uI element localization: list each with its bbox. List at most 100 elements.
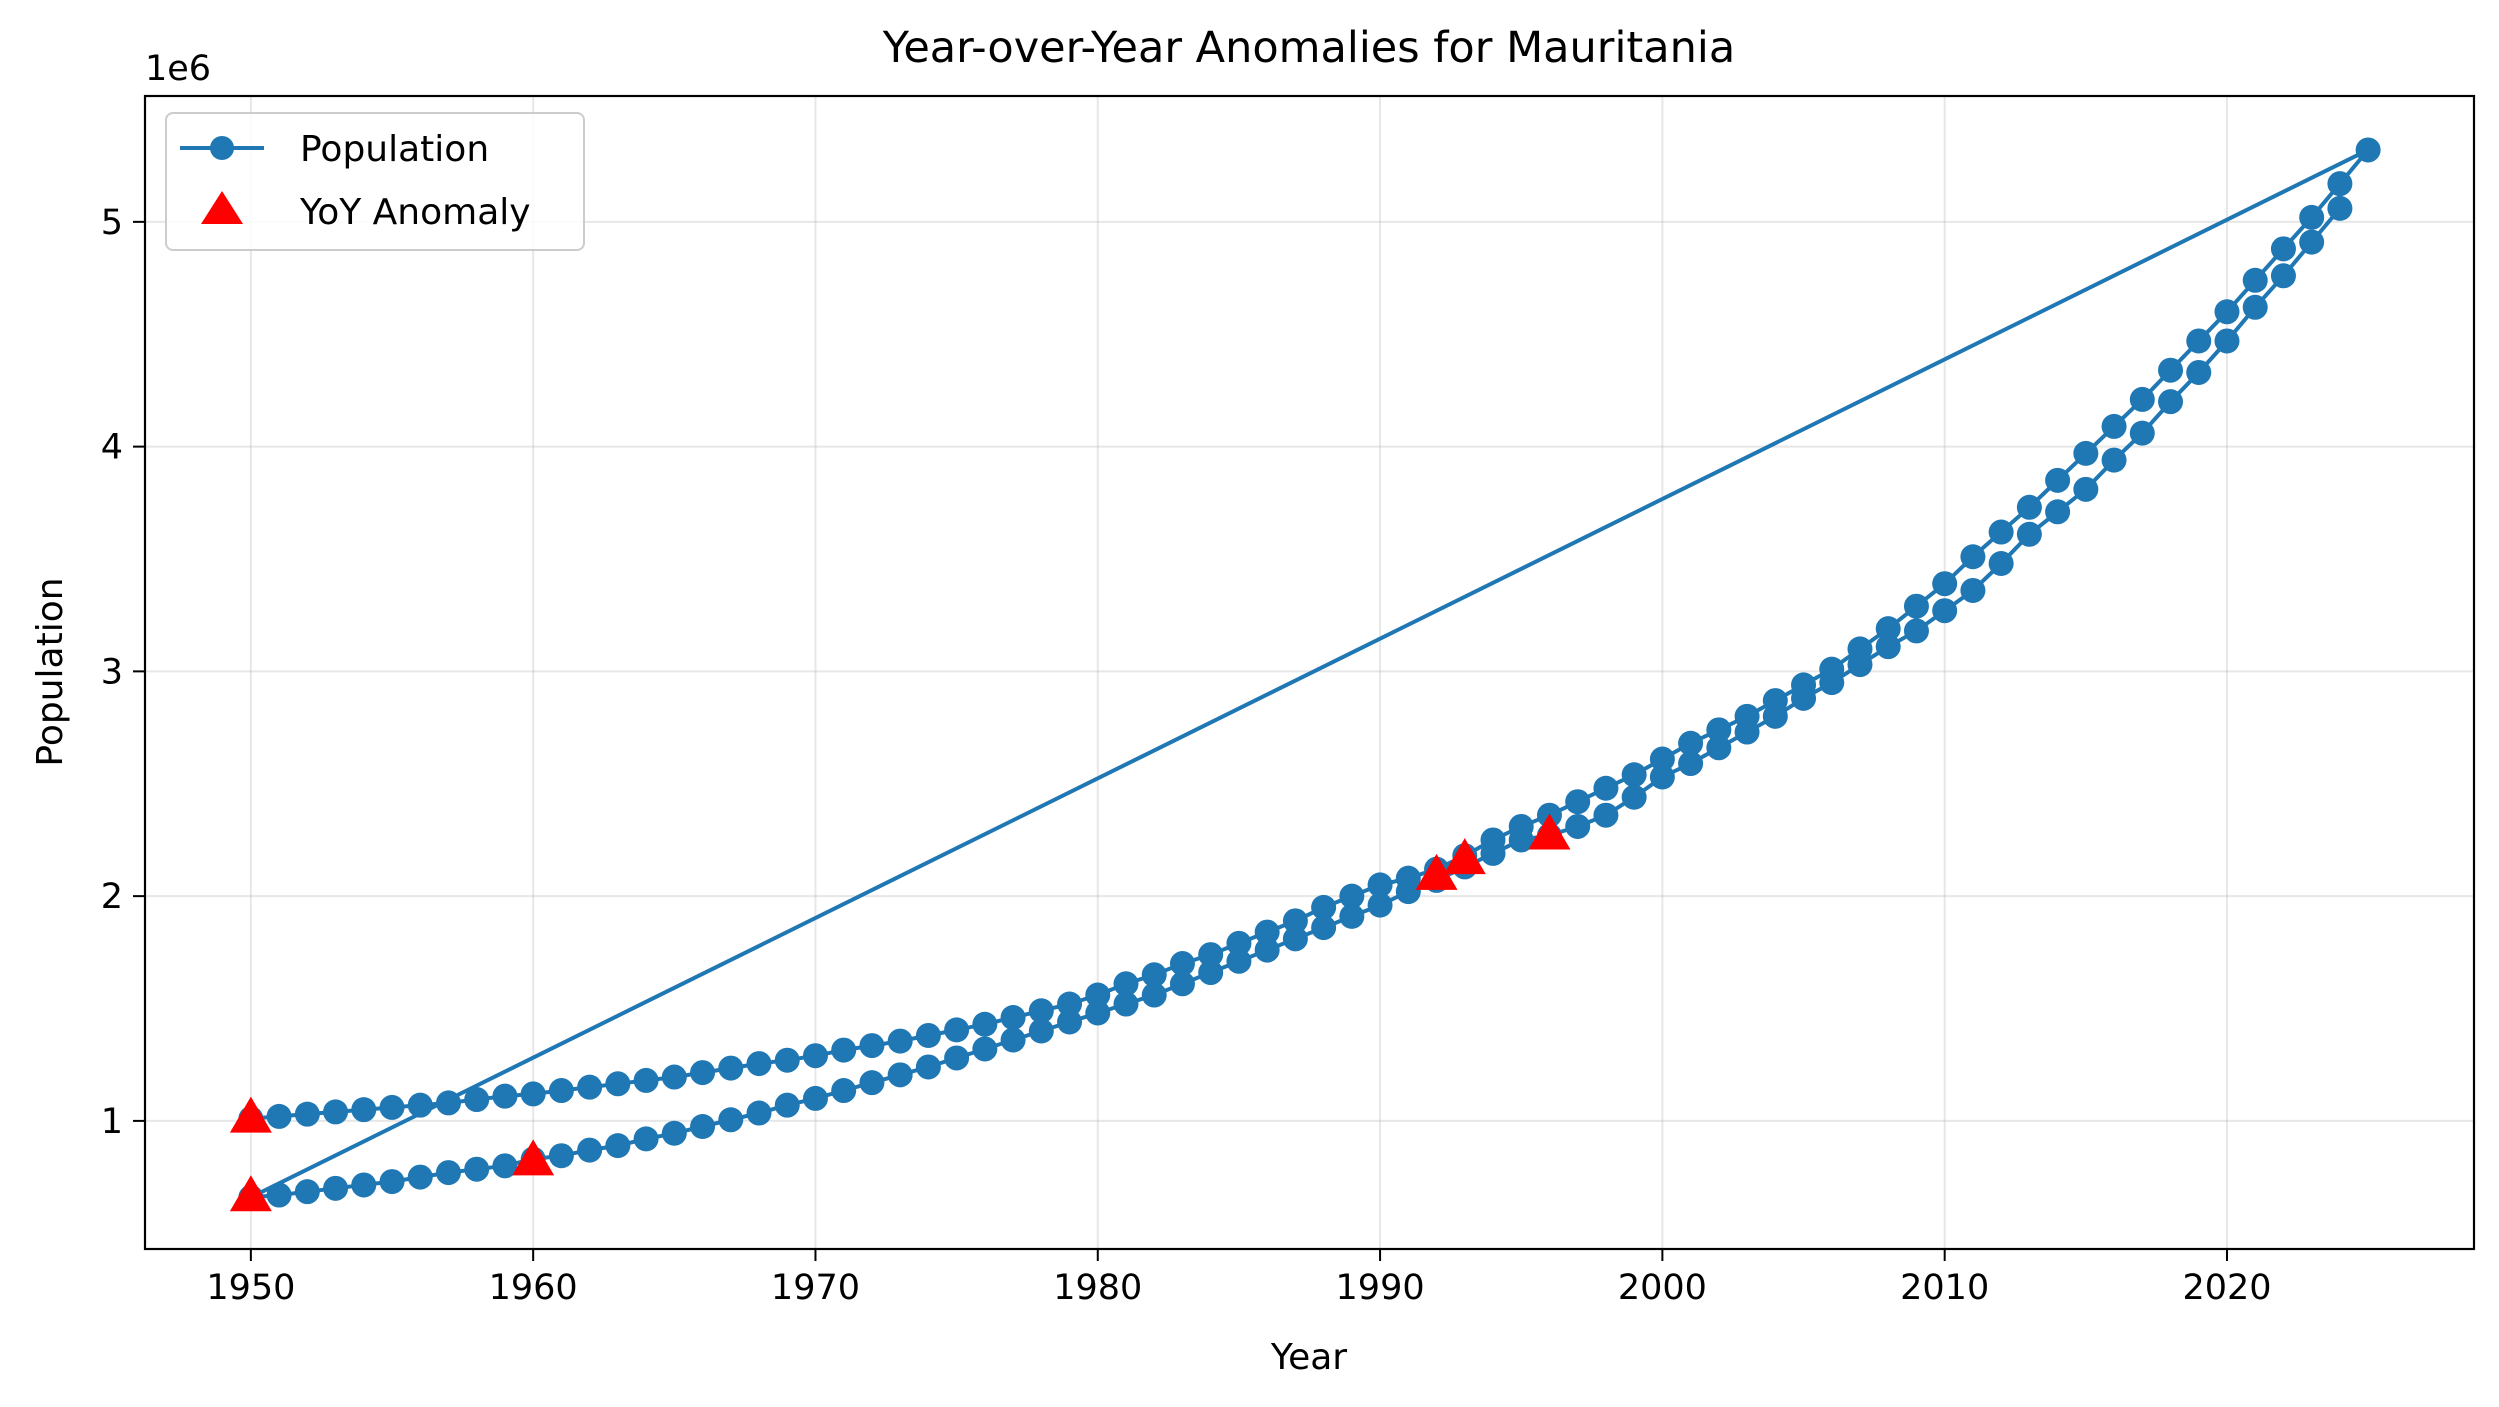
population-point (633, 1126, 659, 1152)
legend-anomaly-label: YoY Anomaly (299, 192, 531, 233)
x-tick-label: 2020 (2182, 1268, 2271, 1308)
population-point (2101, 413, 2127, 439)
population-point (435, 1090, 461, 1116)
x-tick-label: 1960 (489, 1268, 578, 1308)
x-tick-label: 1950 (206, 1268, 295, 1308)
population-point (1367, 892, 1393, 918)
population-point (1678, 730, 1704, 756)
population-point (1282, 908, 1308, 934)
population-point (802, 1085, 828, 1111)
population-point (1706, 717, 1732, 743)
population-point (1621, 784, 1647, 810)
population-point (1057, 991, 1083, 1017)
x-tick-label: 1970 (771, 1268, 860, 1308)
population-point (915, 1054, 941, 1080)
population-point (1791, 685, 1817, 711)
population-point (1339, 883, 1365, 909)
population-point (1113, 971, 1139, 997)
legend-anomaly-marker (201, 191, 243, 224)
population-point (1028, 1018, 1054, 1044)
population-point (2073, 440, 2099, 466)
population-point (2129, 386, 2155, 412)
population-point (661, 1120, 687, 1146)
population-point (520, 1081, 546, 1107)
population-point (2327, 171, 2353, 197)
population-point (379, 1094, 405, 1120)
population-point (718, 1055, 744, 1081)
population-point (1762, 703, 1788, 729)
anomaly-point (1415, 853, 1458, 890)
population-point (1847, 652, 1873, 678)
population-point (464, 1087, 490, 1113)
y-tick-label: 2 (101, 877, 123, 917)
population-point (2242, 267, 2268, 293)
population-point (1988, 519, 2014, 545)
population-point (266, 1182, 292, 1208)
population-point (323, 1099, 349, 1125)
population-point (1141, 982, 1167, 1008)
population-point (2214, 299, 2240, 325)
population-point (2299, 204, 2325, 230)
population-point (1254, 937, 1280, 963)
y-tick-label: 3 (101, 652, 123, 692)
population-point (1932, 571, 1958, 597)
population-point (1000, 1027, 1026, 1053)
population-point (2299, 229, 2325, 255)
population-point (1593, 775, 1619, 801)
y-tick-label: 1 (101, 1102, 123, 1142)
population-point (1057, 1009, 1083, 1035)
population-point (1621, 762, 1647, 788)
population-point (1508, 827, 1534, 853)
population-point (1875, 616, 1901, 642)
population-point (2045, 467, 2071, 493)
population-point (294, 1101, 320, 1127)
y-axis-label: Population (30, 577, 71, 766)
population-point (2016, 521, 2042, 547)
population-point (972, 1011, 998, 1037)
population-point (1734, 719, 1760, 745)
population-point (1480, 840, 1506, 866)
population-point (407, 1092, 433, 1118)
x-axis-label: Year (1270, 1337, 1347, 1378)
population-point (887, 1062, 913, 1088)
population-point (633, 1067, 659, 1093)
population-point (1988, 550, 2014, 576)
population-point (774, 1047, 800, 1073)
anomaly-markers (229, 813, 1571, 1212)
population-point (266, 1103, 292, 1129)
population-point (464, 1156, 490, 1182)
legend-frame (165, 112, 585, 251)
legend-population-label: Population (300, 129, 489, 170)
population-point (1311, 894, 1337, 920)
population-point (492, 1153, 518, 1179)
population-point (2158, 389, 2184, 415)
population-point (718, 1107, 744, 1133)
y-tick-label: 4 (101, 428, 123, 468)
population-point (2355, 137, 2381, 163)
y-tick-label: 5 (101, 203, 123, 243)
population-point (1226, 930, 1252, 956)
population-point (944, 1045, 970, 1071)
anomaly-point (1443, 838, 1486, 875)
population-point (1169, 951, 1195, 977)
x-tick-label: 1980 (1053, 1268, 1142, 1308)
population-point (1254, 919, 1280, 945)
population-point (972, 1036, 998, 1062)
x-tick-label: 2010 (1900, 1268, 1989, 1308)
population-point (1339, 903, 1365, 929)
population-point (2101, 447, 2127, 473)
population-point (2186, 328, 2212, 354)
population-point (492, 1083, 518, 1109)
population-point (323, 1175, 349, 1201)
population-point (2016, 494, 2042, 520)
population-point (831, 1037, 857, 1063)
population-point (887, 1028, 913, 1054)
population-point (379, 1169, 405, 1195)
population-point (407, 1164, 433, 1190)
population-point (1198, 960, 1224, 986)
anomaly-point (229, 1175, 272, 1212)
population-point (1565, 813, 1591, 839)
population-point (1649, 764, 1675, 790)
population-point (859, 1070, 885, 1096)
